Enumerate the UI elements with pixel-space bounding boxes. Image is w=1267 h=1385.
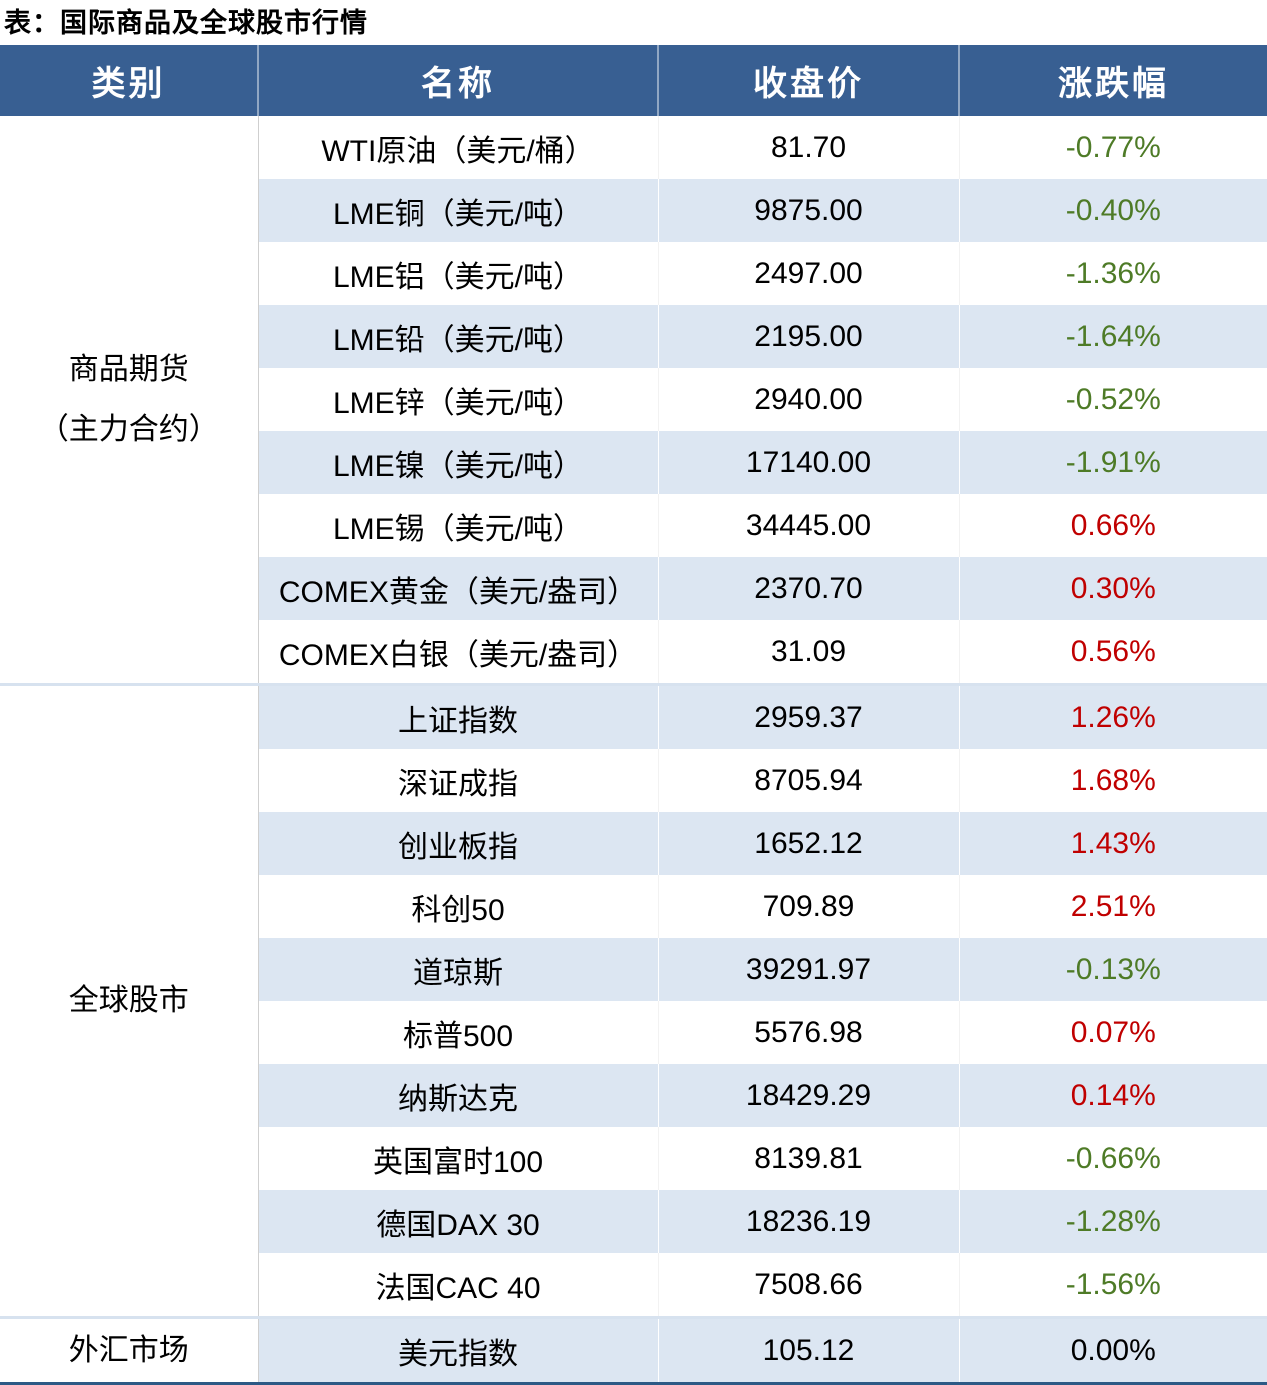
header-name: 名称: [258, 45, 659, 116]
close-price-cell: 2497.00: [658, 242, 960, 305]
category-cell: 全球股市: [0, 683, 259, 1318]
table-row: COMEX白银（美元/盎司） 31.09 0.56%: [0, 620, 1267, 685]
instrument-name-cell: 美元指数: [258, 1316, 659, 1384]
change-percent-cell: -1.56%: [959, 1253, 1267, 1318]
category-cell: 外汇市场: [0, 1316, 259, 1384]
close-price-cell: 709.89: [658, 875, 960, 938]
table-row: COMEX黄金（美元/盎司） 2370.70 0.30%: [0, 557, 1267, 620]
table-row: 深证成指 8705.94 1.68%: [0, 749, 1267, 812]
instrument-name-cell: LME铅（美元/吨）: [258, 305, 659, 368]
change-percent-cell: -0.66%: [959, 1127, 1267, 1190]
close-price-cell: 2959.37: [658, 683, 960, 749]
table-row: 科创50 709.89 2.51%: [0, 875, 1267, 938]
instrument-name-cell: 道琼斯: [258, 938, 659, 1001]
market-quotes-table: 类别 名称 收盘价 涨跌幅 商品期货 （主力合约） WTI原油（美元/桶） 81.7…: [0, 45, 1267, 1385]
instrument-name-cell: COMEX白银（美元/盎司）: [258, 620, 659, 685]
close-price-cell: 5576.98: [658, 1001, 960, 1064]
table-row: 外汇市场 美元指数 105.12 0.00%: [0, 1316, 1267, 1384]
close-price-cell: 2940.00: [658, 368, 960, 431]
instrument-name-cell: 纳斯达克: [258, 1064, 659, 1127]
instrument-name-cell: 科创50: [258, 875, 659, 938]
instrument-name-cell: 英国富时100: [258, 1127, 659, 1190]
instrument-name-cell: 深证成指: [258, 749, 659, 812]
close-price-cell: 31.09: [658, 620, 960, 685]
change-percent-cell: 1.43%: [959, 812, 1267, 875]
instrument-name-cell: 法国CAC 40: [258, 1253, 659, 1318]
close-price-cell: 17140.00: [658, 431, 960, 494]
close-price-cell: 2370.70: [658, 557, 960, 620]
instrument-name-cell: 创业板指: [258, 812, 659, 875]
change-percent-cell: 0.00%: [959, 1316, 1267, 1384]
close-price-cell: 18429.29: [658, 1064, 960, 1127]
table-row: 道琼斯 39291.97 -0.13%: [0, 938, 1267, 1001]
category-cell: 商品期货 （主力合约）: [0, 116, 259, 685]
table-row: 法国CAC 40 7508.66 -1.56%: [0, 1253, 1267, 1318]
header-row: 类别 名称 收盘价 涨跌幅: [0, 45, 1267, 116]
table-row: LME铜（美元/吨） 9875.00 -0.40%: [0, 179, 1267, 242]
close-price-cell: 18236.19: [658, 1190, 960, 1253]
header-close-price: 收盘价: [658, 45, 960, 116]
change-percent-cell: -1.28%: [959, 1190, 1267, 1253]
change-percent-cell: -1.64%: [959, 305, 1267, 368]
instrument-name-cell: LME锡（美元/吨）: [258, 494, 659, 557]
table-row: LME铅（美元/吨） 2195.00 -1.64%: [0, 305, 1267, 368]
table-row: 商品期货 （主力合约） WTI原油（美元/桶） 81.70 -0.77%: [0, 116, 1267, 685]
instrument-name-cell: 标普500: [258, 1001, 659, 1064]
table-row: 全球股市 上证指数 2959.37 1.26%: [0, 683, 1267, 1318]
table-row: LME铝（美元/吨） 2497.00 -1.36%: [0, 242, 1267, 305]
table-row: LME镍（美元/吨） 17140.00 -1.91%: [0, 431, 1267, 494]
close-price-cell: 39291.97: [658, 938, 960, 1001]
change-percent-cell: -0.40%: [959, 179, 1267, 242]
change-percent-cell: 0.66%: [959, 494, 1267, 557]
instrument-name-cell: 上证指数: [258, 683, 659, 749]
change-percent-cell: -0.52%: [959, 368, 1267, 431]
instrument-name-cell: COMEX黄金（美元/盎司）: [258, 557, 659, 620]
close-price-cell: 9875.00: [658, 179, 960, 242]
instrument-name-cell: LME镍（美元/吨）: [258, 431, 659, 494]
close-price-cell: 105.12: [658, 1316, 960, 1384]
close-price-cell: 2195.00: [658, 305, 960, 368]
instrument-name-cell: 德国DAX 30: [258, 1190, 659, 1253]
instrument-name-cell: LME铜（美元/吨）: [258, 179, 659, 242]
close-price-cell: 81.70: [658, 116, 960, 179]
header-change-percent: 涨跌幅: [959, 45, 1267, 116]
change-percent-cell: -0.77%: [959, 116, 1267, 179]
table-row: LME锌（美元/吨） 2940.00 -0.52%: [0, 368, 1267, 431]
change-percent-cell: -1.91%: [959, 431, 1267, 494]
instrument-name-cell: LME铝（美元/吨）: [258, 242, 659, 305]
close-price-cell: 8705.94: [658, 749, 960, 812]
change-percent-cell: 0.07%: [959, 1001, 1267, 1064]
change-percent-cell: 0.30%: [959, 557, 1267, 620]
table-row: 标普500 5576.98 0.07%: [0, 1001, 1267, 1064]
table-row: 德国DAX 30 18236.19 -1.28%: [0, 1190, 1267, 1253]
change-percent-cell: 1.26%: [959, 683, 1267, 749]
table-body: 商品期货 （主力合约） WTI原油（美元/桶） 81.70 -0.77% LME铜（美元…: [0, 116, 1267, 1384]
close-price-cell: 8139.81: [658, 1127, 960, 1190]
close-price-cell: 34445.00: [658, 494, 960, 557]
table-row: 英国富时100 8139.81 -0.66%: [0, 1127, 1267, 1190]
change-percent-cell: 2.51%: [959, 875, 1267, 938]
close-price-cell: 7508.66: [658, 1253, 960, 1318]
table-row: LME锡（美元/吨） 34445.00 0.66%: [0, 494, 1267, 557]
change-percent-cell: 1.68%: [959, 749, 1267, 812]
header-category: 类别: [0, 45, 259, 116]
change-percent-cell: 0.56%: [959, 620, 1267, 685]
change-percent-cell: -0.13%: [959, 938, 1267, 1001]
instrument-name-cell: WTI原油（美元/桶）: [258, 116, 659, 179]
table-header: 类别 名称 收盘价 涨跌幅: [0, 45, 1267, 116]
close-price-cell: 1652.12: [658, 812, 960, 875]
change-percent-cell: -1.36%: [959, 242, 1267, 305]
table-row: 纳斯达克 18429.29 0.14%: [0, 1064, 1267, 1127]
change-percent-cell: 0.14%: [959, 1064, 1267, 1127]
table-row: 创业板指 1652.12 1.43%: [0, 812, 1267, 875]
instrument-name-cell: LME锌（美元/吨）: [258, 368, 659, 431]
table-title: 表：国际商品及全球股市行情: [4, 8, 368, 38]
